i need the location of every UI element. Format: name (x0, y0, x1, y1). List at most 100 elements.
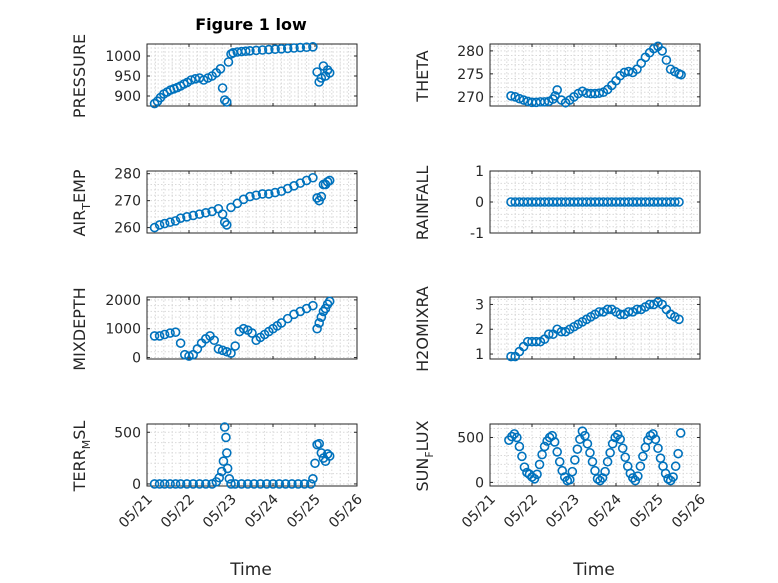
data-point (217, 83, 228, 93)
x-tick-label: 05/23 (200, 492, 240, 532)
data-point (301, 42, 312, 53)
data-point (184, 351, 194, 361)
data-point (531, 336, 542, 347)
data-point (251, 45, 262, 56)
data-point (324, 296, 335, 307)
data-point (514, 93, 525, 104)
data-point (201, 479, 211, 489)
data-point (305, 479, 316, 489)
y-tick-label: 0 (475, 475, 484, 491)
y-tick-label: 500 (114, 425, 141, 441)
data-point (623, 66, 634, 77)
data-point (257, 189, 268, 199)
data-point (276, 318, 287, 328)
data-point (182, 212, 192, 222)
y-tick-label: 2 (475, 322, 484, 338)
data-point (186, 75, 196, 85)
data-point (587, 456, 598, 467)
data-point (287, 479, 297, 489)
data-point (507, 431, 517, 442)
y-tick-label: 1 (475, 164, 484, 180)
data-point (519, 462, 530, 472)
data-point (605, 447, 615, 458)
data-point (674, 314, 684, 325)
data-point (222, 97, 232, 107)
axes-box (146, 43, 358, 107)
data-point (165, 217, 175, 228)
x-tick-label: 05/24 (585, 491, 625, 531)
x-tick-label: 05/22 (501, 492, 541, 532)
data-point (549, 437, 560, 447)
data-point (590, 465, 600, 476)
y-tick-label: 280 (457, 44, 484, 60)
data-point (623, 307, 634, 317)
subplot-sun_flux: 0 500 05/21 05/22 05/23 05/24 05/25 05/26 SUNFLU… (413, 420, 709, 531)
data-point (514, 441, 525, 452)
y-axis-label: H2OMIXRA (413, 286, 432, 372)
data-point (308, 41, 318, 52)
axes-box (146, 296, 358, 360)
y-axis-label: SUNFLUX (413, 420, 436, 491)
data-point (620, 452, 631, 463)
data-point (572, 444, 583, 454)
data-point (324, 451, 335, 461)
data-point (263, 44, 274, 55)
figure-title: Figure 1 low (195, 15, 307, 34)
data-point (170, 479, 181, 489)
data-point (194, 209, 205, 219)
data-point (517, 451, 527, 462)
data-point (669, 197, 680, 207)
y-tick-label: 500 (457, 430, 484, 446)
data-point (280, 479, 291, 489)
y-tick-label: 1000 (105, 49, 141, 65)
data-point (512, 432, 522, 443)
x-tick-label: 05/23 (543, 492, 583, 532)
data-point (600, 466, 610, 477)
subplot-mixdepth: 0 1000 2000 MIXDEPTH (70, 287, 358, 371)
y-axis-label: MIXDEPTH (70, 287, 89, 370)
y-tick-label: 260 (114, 221, 141, 237)
data-point (282, 313, 293, 324)
x-tick-label: 05/22 (158, 492, 198, 532)
data-point (324, 68, 335, 78)
data-point (230, 479, 240, 489)
data-point (594, 307, 605, 317)
data-point (552, 85, 563, 95)
y-tick-label: 1000 (105, 322, 141, 338)
data-point (159, 329, 170, 340)
x-tick-label: 05/26 (326, 491, 366, 531)
y-tick-label: -1 (470, 226, 484, 242)
x-tick-label: 05/21 (116, 492, 156, 532)
data-point (289, 43, 299, 53)
data-point (214, 472, 225, 483)
data-point (263, 189, 274, 199)
data-point (194, 479, 205, 489)
data-point (243, 479, 253, 489)
data-point (219, 95, 230, 105)
data-point (653, 443, 663, 454)
data-point (201, 207, 211, 218)
data-point (673, 448, 683, 459)
data-point (240, 46, 251, 57)
data-point (675, 428, 686, 438)
y-tick-label: 1 (475, 347, 484, 363)
data-point (615, 434, 626, 445)
data-point (518, 95, 529, 105)
axes-box (489, 43, 701, 107)
data-point (270, 187, 280, 198)
data-point (245, 191, 255, 202)
data-point (222, 346, 232, 357)
x-tick-label: 05/21 (459, 492, 499, 532)
data-point (316, 191, 327, 202)
data-point (312, 193, 322, 203)
data-point (282, 43, 293, 54)
data-point (650, 434, 661, 445)
data-point (261, 479, 272, 489)
data-point (249, 479, 259, 489)
data-point (580, 430, 590, 441)
data-point (314, 438, 325, 449)
data-point (668, 472, 678, 482)
data-point (310, 458, 320, 469)
data-point (314, 318, 325, 328)
